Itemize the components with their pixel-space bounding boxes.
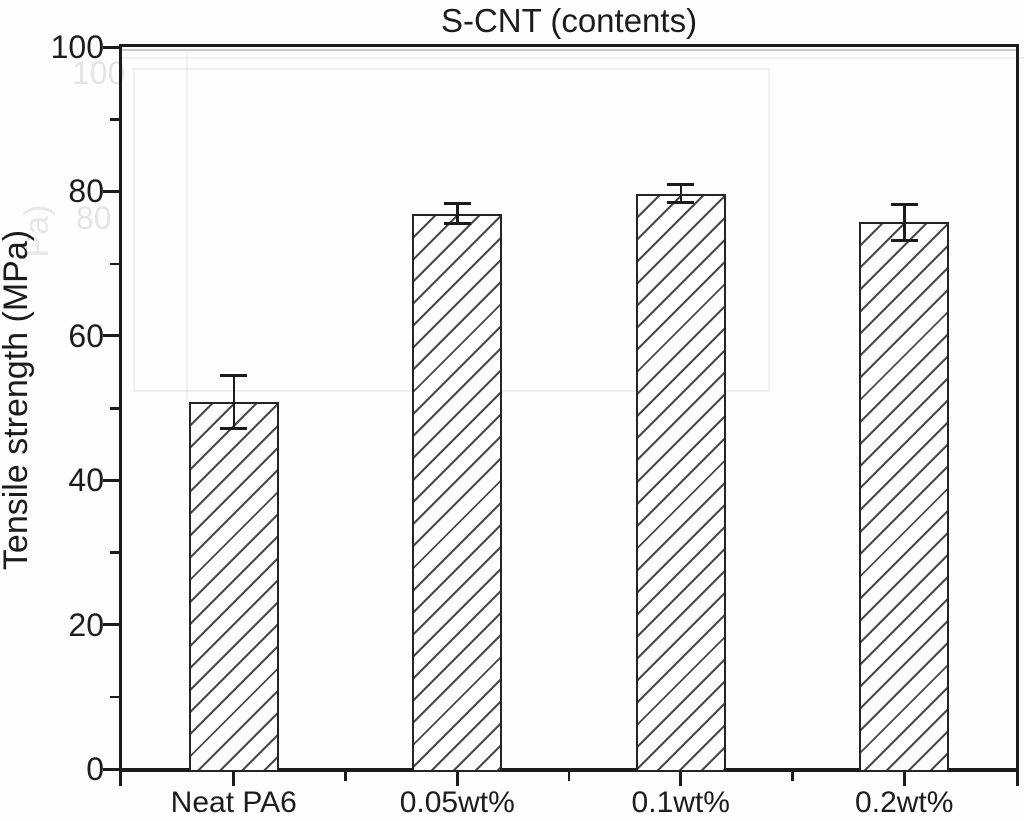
error-bar-cap-top [443,202,471,206]
x-major-tick [679,772,683,786]
y-tick-label: 0 [86,751,104,787]
error-bar-cap-bottom [220,427,248,431]
y-minor-tick [110,407,119,410]
ghost-ytick-100: 100 [72,55,126,91]
error-bar-stem [456,203,459,224]
ghost-ytick-80: 80 [76,200,112,236]
y-tick-label: 100 [50,29,104,65]
y-tick-label: 80 [68,173,104,210]
x-tick-label: 0.2wt% [855,786,954,819]
x-minor-tick [567,772,571,781]
y-major-tick [103,767,119,771]
y-major-tick [103,623,119,627]
x-corner-tick [1016,772,1019,786]
bar-0-1wt- [635,193,726,772]
y-major-tick [103,189,119,193]
y-major-tick [103,45,119,49]
y-tick-label: 20 [68,606,104,643]
y-minor-tick [110,118,119,121]
x-major-tick [455,772,459,786]
x-tick-label: 0.05wt% [399,786,515,819]
bar-neat-pa6 [188,402,279,772]
plot-area [119,44,1019,772]
error-bar-cap-bottom [667,201,695,205]
error-bar-stem [232,375,235,429]
ghost-axis-line [186,50,188,408]
error-bar-cap-bottom [890,238,918,242]
error-bar-cap-top [220,374,248,377]
chart-title: S-CNT (contents) [440,2,698,39]
error-bar-stem [679,184,682,203]
y-major-tick [103,478,119,482]
x-tick-label: 0.1wt% [631,786,730,819]
y-tick-label: 40 [68,462,104,499]
x-major-tick [902,772,906,786]
y-tick-label: 60 [68,317,104,354]
x-major-tick [232,772,236,786]
y-minor-tick [110,695,119,699]
y-minor-tick [110,551,119,554]
x-minor-tick [344,772,347,781]
x-tick-label: Neat PA6 [170,786,297,819]
error-bar-cap-top [667,182,695,186]
bar-0-2wt- [859,222,950,772]
bar-0-05wt- [412,213,503,772]
x-corner-tick [119,772,122,786]
y-minor-tick [110,262,119,266]
ghost-top-axis-echo [119,48,1019,51]
error-bar-cap-top [890,202,918,206]
error-bar-cap-bottom [443,222,471,226]
x-minor-tick [791,772,794,781]
y-axis-title: Tensile strength (MPa) [0,229,35,571]
y-major-tick [103,334,119,338]
error-bar-stem [903,204,906,241]
ghost-top-axis-echo-2 [119,57,1024,59]
